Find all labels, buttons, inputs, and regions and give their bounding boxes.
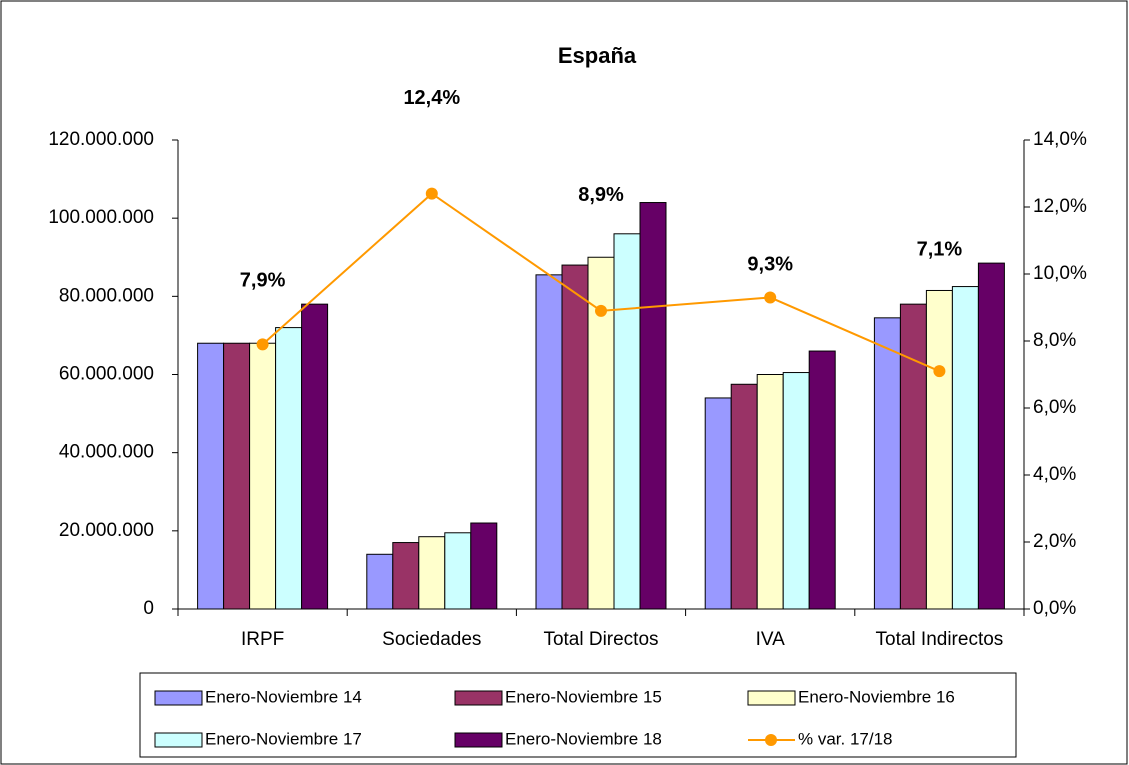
line-marker <box>256 338 269 351</box>
legend-label: Enero-Noviembre 15 <box>505 687 662 706</box>
y-tick-label: 80.000.000 <box>59 285 154 306</box>
x-tick-label: Total Indirectos <box>876 629 1004 650</box>
data-label: 8,9% <box>578 184 624 206</box>
bar <box>782 372 810 610</box>
y-tick-label: 0 <box>143 598 154 619</box>
y2-tick-label: 6,0% <box>1033 397 1076 418</box>
legend-label: % var. 17/18 <box>798 729 893 748</box>
bar <box>392 542 420 610</box>
legend-swatch <box>154 690 203 706</box>
y2-tick-label: 0,0% <box>1033 598 1076 619</box>
y-tick-label: 60.000.000 <box>59 364 154 385</box>
legend-swatch <box>454 732 503 748</box>
x-tick-label: IVA <box>756 629 786 650</box>
y2-tick-label: 2,0% <box>1033 531 1076 552</box>
legend-label: Enero-Noviembre 16 <box>798 687 955 706</box>
bar <box>977 262 1005 610</box>
data-label: 7,1% <box>917 238 963 260</box>
bar <box>535 274 563 610</box>
y-tick-label: 100.000.000 <box>48 207 154 228</box>
bar <box>613 233 641 610</box>
legend-label: Enero-Noviembre 17 <box>205 729 362 748</box>
bar <box>808 350 836 610</box>
y2-tick-label: 4,0% <box>1033 464 1076 485</box>
y-tick-label: 120.000.000 <box>48 129 154 150</box>
data-label: 9,3% <box>747 254 793 276</box>
bar <box>275 327 303 610</box>
legend-swatch <box>454 690 503 706</box>
line-marker <box>933 365 946 378</box>
legend-box <box>139 672 1017 758</box>
legend-swatch <box>765 734 777 746</box>
line-marker <box>425 187 438 200</box>
line-marker <box>595 304 607 317</box>
x-tick-label: Sociedades <box>382 629 481 650</box>
bar <box>899 303 927 610</box>
bar <box>639 202 667 610</box>
bar <box>418 536 446 610</box>
bar <box>561 264 589 610</box>
bar <box>925 289 953 610</box>
line-marker <box>764 291 777 304</box>
bar <box>197 342 225 610</box>
bar <box>873 317 901 610</box>
bar <box>730 383 758 610</box>
bar <box>704 397 732 610</box>
x-tick-label: Total Directos <box>543 629 658 650</box>
bar <box>249 342 277 610</box>
bar <box>756 374 784 610</box>
chart-title: España <box>558 43 637 68</box>
bar <box>444 532 472 610</box>
legend-label: Enero-Noviembre 18 <box>505 729 662 748</box>
y2-tick-label: 12,0% <box>1033 196 1087 217</box>
y-tick-label: 20.000.000 <box>59 520 154 541</box>
bar <box>470 522 498 610</box>
data-label: 12,4% <box>403 87 460 109</box>
bar <box>366 553 394 610</box>
x-tick-label: IRPF <box>241 629 284 650</box>
y2-tick-label: 8,0% <box>1033 330 1076 351</box>
bar <box>223 342 251 610</box>
legend-swatch <box>747 690 796 706</box>
bar <box>301 303 329 610</box>
y-tick-label: 40.000.000 <box>59 442 154 463</box>
y2-tick-label: 10,0% <box>1033 263 1087 284</box>
y2-tick-label: 14,0% <box>1033 129 1087 150</box>
data-label: 7,9% <box>240 270 286 292</box>
bar <box>951 286 979 610</box>
legend-label: Enero-Noviembre 14 <box>205 687 362 706</box>
legend-swatch <box>154 732 203 748</box>
